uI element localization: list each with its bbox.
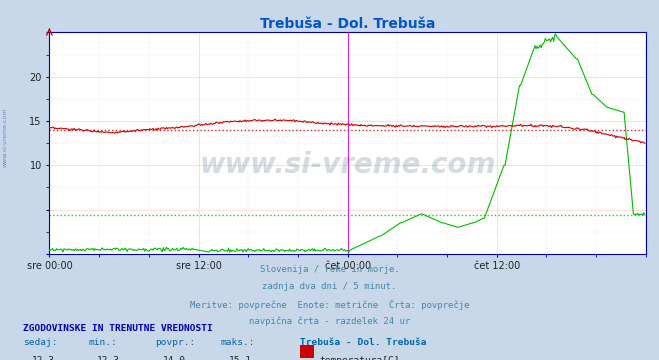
Text: maks.:: maks.: bbox=[221, 338, 255, 347]
Text: www.si-vreme.com: www.si-vreme.com bbox=[3, 107, 8, 167]
Text: temperatura[C]: temperatura[C] bbox=[320, 356, 400, 360]
Text: Meritve: povprečne  Enote: metrične  Črta: povprečje: Meritve: povprečne Enote: metrične Črta:… bbox=[190, 299, 469, 310]
Text: ZGODOVINSKE IN TRENUTNE VREDNOSTI: ZGODOVINSKE IN TRENUTNE VREDNOSTI bbox=[23, 324, 213, 333]
Text: Trebuša - Dol. Trebuša: Trebuša - Dol. Trebuša bbox=[300, 338, 426, 347]
Text: www.si-vreme.com: www.si-vreme.com bbox=[200, 151, 496, 179]
Text: zadnja dva dni / 5 minut.: zadnja dva dni / 5 minut. bbox=[262, 282, 397, 291]
Text: povpr.:: povpr.: bbox=[155, 338, 195, 347]
Title: Trebuša - Dol. Trebuša: Trebuša - Dol. Trebuša bbox=[260, 17, 436, 31]
Text: 14,0: 14,0 bbox=[163, 356, 186, 360]
Text: sedaj:: sedaj: bbox=[23, 338, 57, 347]
Text: 12,3: 12,3 bbox=[32, 356, 54, 360]
Text: min.:: min.: bbox=[89, 338, 118, 347]
Text: navpična črta - razdelek 24 ur: navpična črta - razdelek 24 ur bbox=[249, 316, 410, 326]
Text: 15,1: 15,1 bbox=[229, 356, 252, 360]
Text: 12,3: 12,3 bbox=[98, 356, 120, 360]
Text: Slovenija / reke in morje.: Slovenija / reke in morje. bbox=[260, 265, 399, 274]
